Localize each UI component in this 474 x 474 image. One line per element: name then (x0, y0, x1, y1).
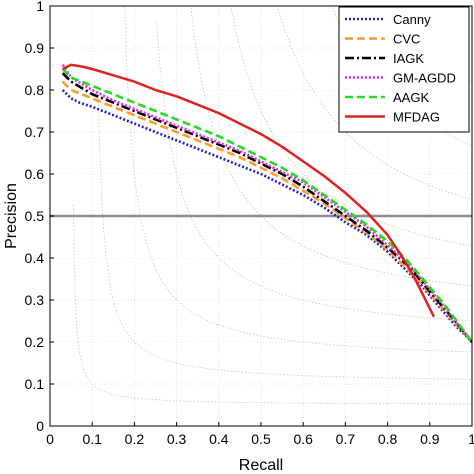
y-tick-label: 0.3 (25, 292, 45, 308)
x-tick-labels: 0 0.1 0.2 0.3 0.4 0.5 0.6 0.7 0.8 0.9 1 (46, 422, 474, 447)
series-iagk (61, 72, 472, 343)
f-isoline-3 (124, 6, 472, 353)
y-tick-label: 0.2 (25, 334, 45, 350)
y-tick-label: 0.1 (25, 376, 45, 392)
legend-label-mfdag: MFDAG (393, 110, 440, 125)
legend: Canny CVC IAGK GM-AGDD AAGK MFDAG (338, 6, 470, 133)
f-isoline-2 (97, 83, 472, 380)
y-tick-label: 0 (36, 418, 44, 434)
y-tick-label: 0.5 (25, 208, 45, 224)
y-tick-label: 0.9 (25, 40, 45, 56)
series-aagk (61, 68, 472, 343)
x-tick-label: 0.6 (293, 431, 313, 447)
legend-label-iagk: IAGK (393, 51, 424, 66)
x-tick-label: 0 (46, 431, 54, 447)
legend-label-cvc: CVC (393, 32, 420, 47)
x-axis-label: Recall (239, 457, 283, 474)
x-tick-label: 0.7 (336, 431, 356, 447)
x-tick-label: 0.8 (378, 431, 398, 447)
x-tick-label: 0.9 (420, 431, 440, 447)
legend-label-aagk: AAGK (393, 90, 429, 105)
legend-box (338, 6, 470, 133)
legend-label-gm-agdd: GM-AGDD (393, 71, 456, 86)
series-canny (61, 89, 472, 343)
x-tick-label: 0.4 (209, 431, 229, 447)
series-lines (61, 63, 472, 343)
x-tick-label: 1 (468, 431, 474, 447)
legend-label-canny: Canny (393, 12, 431, 27)
series-cvc (61, 80, 472, 343)
y-axis-label: Precision (3, 183, 20, 249)
y-tick-label: 0.4 (25, 250, 45, 266)
f-isoline-7 (276, 6, 472, 201)
y-tick-label: 0.6 (25, 166, 45, 182)
f-isoline-1 (72, 204, 472, 405)
y-tick-label: 1 (36, 0, 44, 14)
y-tick-label: 0.7 (25, 124, 45, 140)
y-tick-labels: 0 0.1 0.2 0.3 0.4 0.5 0.6 0.7 0.8 0.9 1 (25, 0, 54, 434)
y-tick-label: 0.8 (25, 82, 45, 98)
x-tick-label: 0.5 (251, 431, 271, 447)
series-mfdag (62, 63, 436, 318)
x-tick-label: 0.2 (125, 431, 145, 447)
x-tick-label: 0.1 (82, 431, 102, 447)
x-tick-label: 0.3 (167, 431, 187, 447)
